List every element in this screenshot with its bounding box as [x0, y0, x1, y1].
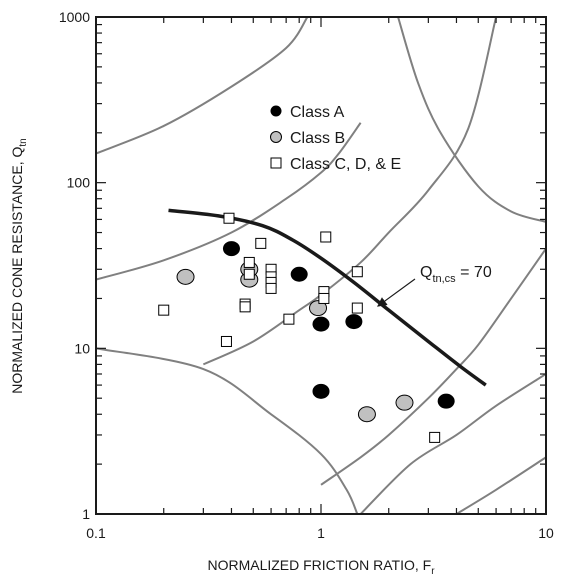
point-class-a — [312, 383, 330, 399]
y-tick-label: 1000 — [59, 9, 90, 25]
y-tick-label: 10 — [74, 340, 90, 356]
axis-ticks — [95, 17, 546, 515]
point-class-c-d-e — [351, 302, 363, 314]
point-class-c-d-e — [265, 282, 277, 294]
point-class-a — [222, 241, 240, 257]
legend-label-class-cde: Class C, D, & E — [290, 156, 401, 173]
legend-marker-class-a — [270, 105, 282, 117]
axis-tick-labels: 0.1 1 10 1 10 100 1000 — [59, 9, 554, 541]
legend: Class A Class B Class C, D, & E — [270, 104, 401, 173]
zone-boundary-6 — [397, 17, 546, 223]
point-class-a — [312, 316, 330, 332]
x-axis-title-sub: r — [431, 566, 435, 577]
point-class-b — [357, 406, 376, 423]
boundary-annotation: Qtn,cs = 70 — [377, 264, 492, 307]
point-class-c-d-e — [158, 304, 170, 316]
x-tick-label: 1 — [317, 525, 325, 541]
point-class-c-d-e — [318, 292, 330, 304]
point-class-b — [176, 268, 195, 285]
boundary-label-main: Q — [420, 264, 432, 281]
boundary-label-sub: tn,cs — [432, 273, 456, 285]
boundary-curve-label: Qtn,cs = 70 — [420, 264, 492, 285]
zone-boundary-7 — [359, 373, 546, 514]
boundary-label-rest: = 70 — [456, 264, 492, 281]
point-class-b — [395, 394, 414, 411]
point-class-c-d-e — [239, 301, 251, 313]
zone-boundary-2 — [96, 122, 362, 281]
y-tick-label: 100 — [67, 175, 91, 191]
zone-boundaries — [96, 17, 546, 514]
point-class-c-d-e — [255, 237, 267, 249]
point-class-c-d-e — [243, 256, 255, 268]
point-class-c-d-e — [223, 212, 235, 224]
legend-label-class-a: Class A — [290, 104, 345, 121]
zone-boundary-8 — [455, 456, 546, 514]
point-class-c-d-e — [351, 266, 363, 278]
x-axis-title: NORMALIZED FRICTION RATIO, Fr — [207, 557, 435, 577]
boundary-annotation-arrow — [377, 278, 416, 307]
zone-boundary-4 — [320, 248, 546, 486]
x-tick-label: 0.1 — [86, 525, 106, 541]
point-class-c-d-e — [283, 313, 295, 325]
point-class-a — [437, 393, 455, 409]
data-points — [158, 212, 455, 443]
y-axis-title-sub: tn — [18, 138, 29, 146]
y-tick-label: 1 — [82, 506, 90, 522]
point-class-c-d-e — [429, 431, 441, 443]
point-class-c-d-e — [220, 335, 232, 347]
point-class-c-d-e — [320, 231, 332, 243]
boundary-curve-qtn-cs-70 — [168, 208, 487, 387]
x-axis-title-main: NORMALIZED FRICTION RATIO, F — [207, 557, 431, 573]
x-tick-label: 10 — [538, 525, 554, 541]
zone-boundary-5 — [96, 347, 359, 514]
point-class-a — [290, 266, 308, 282]
point-class-b — [309, 300, 328, 317]
point-class-c-d-e — [243, 268, 255, 280]
point-class-a — [345, 314, 363, 330]
zone-boundary-1 — [96, 17, 309, 155]
y-axis-title: NORMALIZED CONE RESISTANCE, Qtn — [9, 138, 29, 393]
boundary-curve-group — [168, 208, 487, 387]
legend-label-class-b: Class B — [290, 130, 345, 147]
zone-boundary-3 — [202, 17, 498, 366]
y-axis-title-main: NORMALIZED CONE RESISTANCE, Q — [9, 147, 25, 394]
legend-marker-class-cde — [270, 157, 282, 169]
legend-marker-class-b — [270, 131, 282, 143]
